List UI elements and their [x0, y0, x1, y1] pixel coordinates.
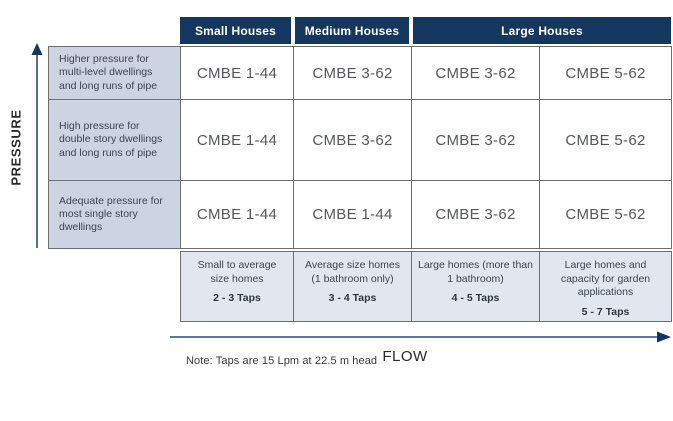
model-cell-r3-c4: CMBE 5-62 [539, 180, 672, 249]
flow-footer-c2-taps: 3 - 4 Taps [328, 292, 377, 305]
flow-footer-c1: Small to average size homes 2 - 3 Taps [180, 251, 294, 322]
model-cell-r1-c3: CMBE 3-62 [411, 46, 540, 100]
pressure-axis-arrow-icon [31, 43, 43, 248]
flow-axis-arrow-icon [170, 331, 671, 343]
model-cell-r3-c1: CMBE 1-44 [180, 180, 294, 249]
flow-footer-c2-description: Average size homes (1 bathroom only) [305, 259, 400, 285]
flow-footer-c3-taps: 4 - 5 Taps [451, 292, 500, 305]
model-cell-r2-c3: CMBE 3-62 [411, 99, 540, 181]
column-header-medium-houses: Medium Houses [295, 17, 409, 44]
flow-footer-c1-description: Small to average size homes [197, 259, 277, 285]
model-cell-r2-c1: CMBE 1-44 [180, 99, 294, 181]
column-header-large-houses: Large Houses [413, 17, 671, 44]
flow-footer-c1-taps: 2 - 3 Taps [213, 292, 261, 305]
model-cell-r2-c4: CMBE 5-62 [539, 99, 672, 181]
model-cell-r1-c1: CMBE 1-44 [180, 46, 294, 100]
flow-footer-c4-taps: 5 - 7 Taps [581, 305, 630, 318]
flow-footer-c2: Average size homes (1 bathroom only) 3 -… [293, 251, 412, 322]
flow-footer-c4: Large homes and capacity for garden appl… [539, 251, 672, 322]
model-cell-r3-c2: CMBE 1-44 [293, 180, 412, 249]
model-cell-r1-c2: CMBE 3-62 [293, 46, 412, 100]
flow-footer-c3: Large homes (more than 1 bathroom) 4 - 5… [411, 251, 540, 322]
flow-axis-label: FLOW [382, 348, 428, 365]
flow-footer-c4-description: Large homes and capacity for garden appl… [560, 259, 651, 299]
pressure-row-1-description: Higher pressure for multi-level dwelling… [48, 46, 181, 100]
pressure-row-2-description: High pressure for double story dwellings… [48, 99, 181, 181]
flow-footer-c3-description: Large homes (more than 1 bathroom) [418, 259, 533, 285]
column-header-small-houses: Small Houses [180, 17, 291, 44]
model-cell-r1-c4: CMBE 5-62 [539, 46, 672, 100]
pressure-axis-label: PRESSURE [8, 109, 24, 186]
pressure-row-3-description: Adequate pressure for most single story … [48, 180, 181, 249]
taps-note: Note: Taps are 15 Lpm at 22.5 m head [186, 355, 378, 367]
model-cell-r2-c2: CMBE 3-62 [293, 99, 412, 181]
model-cell-r3-c3: CMBE 3-62 [411, 180, 540, 249]
